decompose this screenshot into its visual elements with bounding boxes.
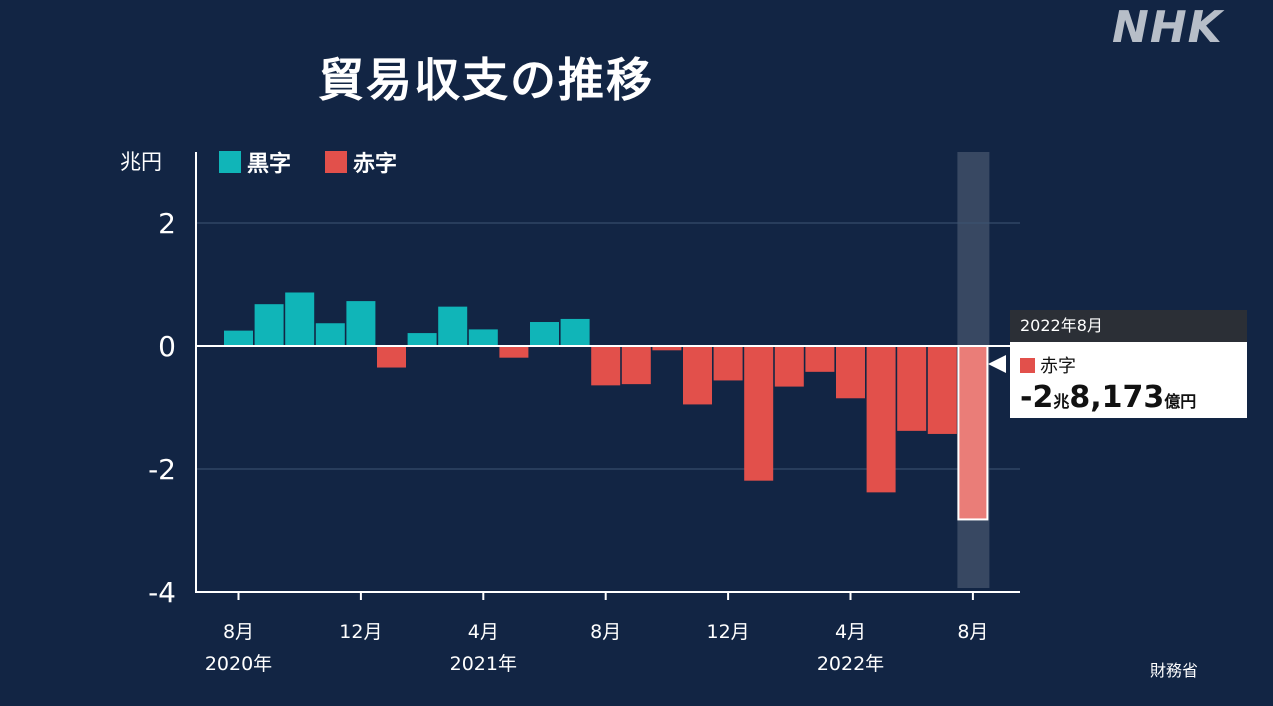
bar-2022-05 — [866, 346, 896, 493]
bar-2022-02 — [774, 346, 804, 387]
bar-2021-07 — [560, 318, 590, 346]
x-tick-label-month: 8月 — [957, 621, 988, 643]
bar-2022-08 — [957, 345, 989, 521]
y-tick-label: 2 — [158, 207, 176, 240]
nhk-logo: NHK — [1112, 2, 1223, 53]
legend-swatch-deficit — [325, 151, 347, 173]
bar-2022-01 — [744, 346, 774, 481]
bar-2022-07 — [927, 346, 957, 434]
bar-2021-12 — [713, 346, 743, 381]
y-tick-label: 0 — [158, 330, 176, 363]
x-tick-label-year: 2020年 — [205, 653, 272, 675]
x-tick-label-month: 8月 — [590, 621, 621, 643]
bar-2020-11 — [315, 323, 345, 346]
y-axis-unit-label: 兆円 — [120, 150, 162, 174]
bar-2021-02 — [407, 333, 437, 346]
bar-2021-09 — [621, 346, 651, 385]
tooltip-legend: 赤字 — [1020, 352, 1076, 378]
bar-2022-03 — [805, 346, 835, 372]
tooltip-body: 赤字 -2兆8,173億円 — [1010, 342, 1247, 418]
x-tick-label-month: 12月 — [339, 621, 382, 643]
source-label: 財務省 — [1150, 661, 1199, 680]
x-tick-label-month: 4月 — [468, 621, 499, 643]
legend-label-deficit: 赤字 — [353, 152, 398, 177]
bar-2020-08 — [224, 330, 253, 346]
x-tick-label-month: 12月 — [707, 621, 750, 643]
x-tick-label-month: 8月 — [223, 621, 254, 643]
bar-2021-08 — [591, 346, 621, 386]
tooltip-pointer — [988, 355, 1006, 373]
bar-2021-10 — [652, 346, 682, 351]
bar-2020-12 — [346, 301, 376, 346]
bar-2020-10 — [285, 292, 315, 346]
bar-2021-04 — [468, 329, 498, 346]
bar-2021-03 — [438, 306, 468, 346]
bar-2022-06 — [897, 346, 927, 431]
page-title: 貿易収支の推移 — [318, 53, 654, 107]
legend-item-surplus: 黒字 — [219, 146, 291, 178]
bar-2021-11 — [683, 346, 712, 405]
bar-2021-05 — [499, 346, 529, 358]
legend-item-deficit: 赤字 — [325, 146, 397, 178]
x-tick-label-year: 2022年 — [817, 653, 884, 675]
tooltip-value-billion-unit: 億円 — [1164, 392, 1197, 411]
tooltip-value-trillion: -2 — [1020, 380, 1054, 415]
bar-2022-04 — [836, 346, 865, 399]
legend-swatch-surplus — [219, 151, 241, 173]
tooltip-legend-label: 赤字 — [1040, 356, 1076, 377]
legend-label-surplus: 黒字 — [247, 152, 292, 177]
tooltip-value-billion: 8,173 — [1069, 380, 1165, 415]
tooltip-date: 2022年8月 — [1010, 310, 1247, 342]
tooltip-value: -2兆8,173億円 — [1020, 380, 1196, 415]
y-tick-label: -2 — [148, 453, 176, 486]
bar-2021-06 — [530, 322, 559, 346]
bar-2020-09 — [254, 304, 284, 346]
tooltip-legend-swatch — [1020, 357, 1035, 373]
x-tick-label-year: 2021年 — [450, 653, 517, 675]
tooltip-value-trillion-unit: 兆 — [1053, 392, 1070, 411]
bar-2021-01 — [377, 346, 406, 368]
y-tick-label: -4 — [148, 576, 176, 609]
data-tooltip: 2022年8月 赤字 -2兆8,173億円 — [1010, 310, 1247, 418]
x-tick-label-month: 4月 — [835, 621, 866, 643]
